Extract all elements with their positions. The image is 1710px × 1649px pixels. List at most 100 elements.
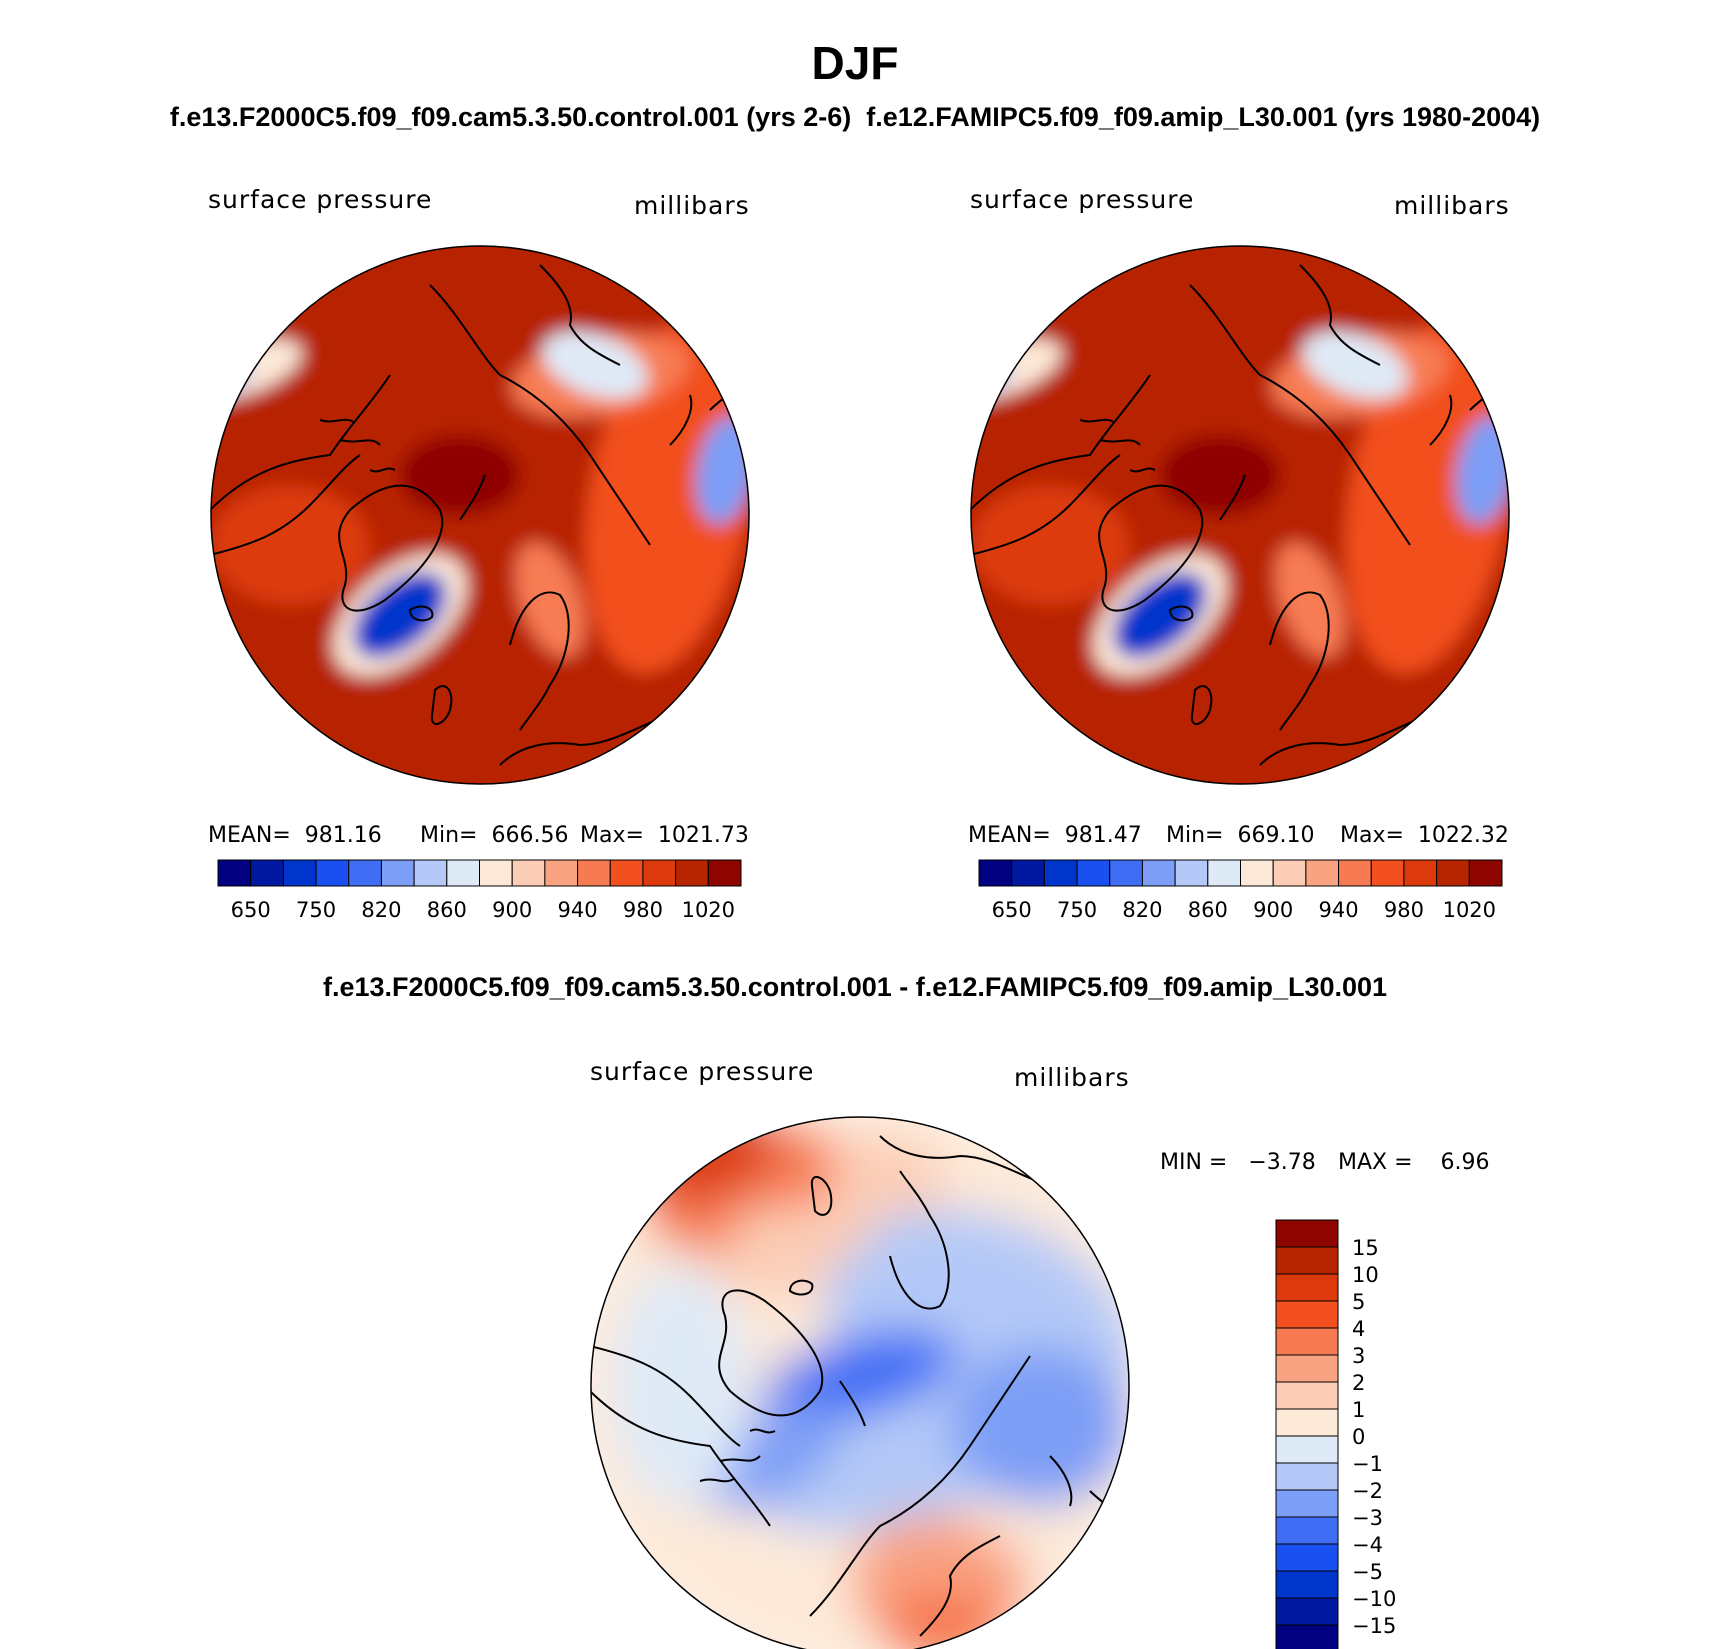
coast-asia-east: [919, 1535, 1001, 1637]
coast-archipelago: [1079, 418, 1156, 473]
field-greenland-ice: [1113, 571, 1207, 659]
coast-novaya-zemlya: [1219, 474, 1246, 521]
colorbar-swatch: [707, 859, 742, 887]
coast-asia-east: [539, 264, 621, 366]
colorbar-swatch: [642, 859, 677, 887]
colorbar-swatch: [479, 859, 513, 887]
figure-subtitle: f.e13.F2000C5.f09_f09.cam5.3.50.control.…: [169, 102, 1541, 132]
stat-mean-1: MEAN= 981.16: [208, 823, 382, 848]
coast-scandinavia: [509, 591, 570, 731]
field-north-america: [971, 485, 1130, 605]
map-boundary: [970, 245, 1510, 785]
colorbar-swatch: [1275, 1516, 1339, 1545]
coast-siberia: [809, 1355, 1031, 1617]
colorbar-tick-label: 2: [1352, 1371, 1365, 1395]
colorbar-tick-label: 15: [1352, 1236, 1379, 1260]
colorbar-tick-label: −15: [1352, 1614, 1396, 1638]
figure-title: DJF: [811, 37, 899, 89]
colorbar-swatch: [250, 859, 284, 887]
coast-europe: [879, 1135, 1051, 1187]
map-field-1: [211, 246, 749, 784]
colorbar-swatch: [315, 859, 350, 887]
colorbar-tick-label: 0: [1352, 1425, 1365, 1449]
colorbar-tick-label: 940: [1319, 898, 1359, 922]
colorbar-swatch: [544, 859, 579, 887]
units-label-2: millibars: [1394, 191, 1510, 220]
colorbar-tick-label: 860: [427, 898, 467, 922]
coast-archipelago: [319, 418, 396, 473]
colorbar-tick-label: 900: [1253, 898, 1293, 922]
colorbar-swatch: [1275, 1327, 1339, 1356]
colorbar-tick-label: 5: [1352, 1290, 1365, 1314]
colorbar-swatch: [1436, 859, 1470, 887]
colorbar-swatch: [1275, 1570, 1339, 1599]
colorbar-swatch: [1240, 859, 1274, 887]
coast-asia-east: [1299, 264, 1381, 366]
colorbar-swatch: [577, 859, 611, 887]
difference-title: f.e13.F2000C5.f09_f09.cam5.3.50.control.…: [322, 972, 1388, 1002]
coast-north-america: [971, 374, 1151, 556]
map-field-diff: [591, 1117, 1129, 1649]
coast-north-america: [211, 374, 391, 556]
field-mongolia: [542, 331, 648, 399]
colorbar-swatch: [1011, 859, 1045, 887]
stat-max-2: Max= 1022.32: [1340, 823, 1509, 848]
map-field-2: [971, 246, 1509, 784]
units-label-diff: millibars: [1014, 1063, 1130, 1092]
colorbar-swatch: [1076, 859, 1111, 887]
stat-min-2: Min= 669.10: [1166, 823, 1315, 848]
units-label-1: millibars: [634, 191, 750, 220]
colorbar-swatch: [1174, 859, 1209, 887]
colorbar-swatch: [1403, 859, 1438, 887]
colorbar-swatch: [1275, 1624, 1339, 1649]
field-mongolia: [1302, 331, 1408, 399]
map-panel-1: [210, 245, 750, 785]
coastlines: [971, 264, 1496, 766]
colorbar-swatch: [1043, 859, 1078, 887]
coast-siberia: [1189, 284, 1411, 546]
colorbar-tick-label: −4: [1352, 1533, 1383, 1557]
colorbar-swatch: [1275, 1219, 1339, 1248]
map-panel-diff: [590, 1116, 1130, 1649]
colorbar-swatch: [1338, 859, 1372, 887]
coast-britain: [1190, 685, 1213, 725]
coast-britain: [430, 685, 453, 725]
colorbar-tick-label: 820: [361, 898, 401, 922]
map-boundary: [590, 1116, 1130, 1649]
colorbar-tick-label: −2: [1352, 1479, 1383, 1503]
coast-novaya-zemlya: [459, 474, 486, 521]
colorbar-tick-label: 3: [1352, 1344, 1365, 1368]
colorbar-swatch: [1370, 859, 1405, 887]
stat-max-diff: MAX = 6.96: [1338, 1150, 1490, 1175]
colorbar-swatch: [1275, 1462, 1339, 1491]
colorbar-swatch: [1275, 1489, 1339, 1518]
colorbar-swatch: [1275, 1408, 1339, 1437]
colorbar-swatch: [609, 859, 644, 887]
colorbar-tick-label: −1: [1352, 1452, 1383, 1476]
colorbar-swatch: [380, 859, 415, 887]
field-barents: [762, 1329, 958, 1423]
coast-greenland: [718, 1289, 824, 1417]
colorbar-tick-label: 1020: [1443, 898, 1496, 922]
coast-kamchatka: [1049, 1455, 1073, 1507]
coastlines: [591, 1135, 1116, 1637]
colorbar-tick-label: 820: [1122, 898, 1162, 922]
colorbar-tick-label: 10: [1352, 1263, 1379, 1287]
stat-min-diff: MIN = −3.78: [1160, 1150, 1316, 1175]
coast-kamchatka: [1429, 394, 1453, 446]
coast-scandinavia: [1269, 591, 1330, 731]
colorbar-swatch: [1141, 859, 1176, 887]
colorbar-swatch: [1275, 1543, 1339, 1572]
coast-europe: [499, 714, 671, 766]
coast-kamchatka: [669, 394, 693, 446]
field-scandinavia: [1275, 542, 1345, 658]
coast-siberia: [429, 284, 651, 546]
stat-min-1: Min= 666.56: [420, 823, 569, 848]
colorbar-swatch: [1275, 1435, 1339, 1464]
field-siberian-high: [1160, 435, 1280, 515]
coast-novaya-zemlya: [839, 1380, 866, 1427]
coast-iceland: [408, 605, 434, 622]
map-boundary: [210, 245, 750, 785]
coast-europe: [1259, 714, 1431, 766]
